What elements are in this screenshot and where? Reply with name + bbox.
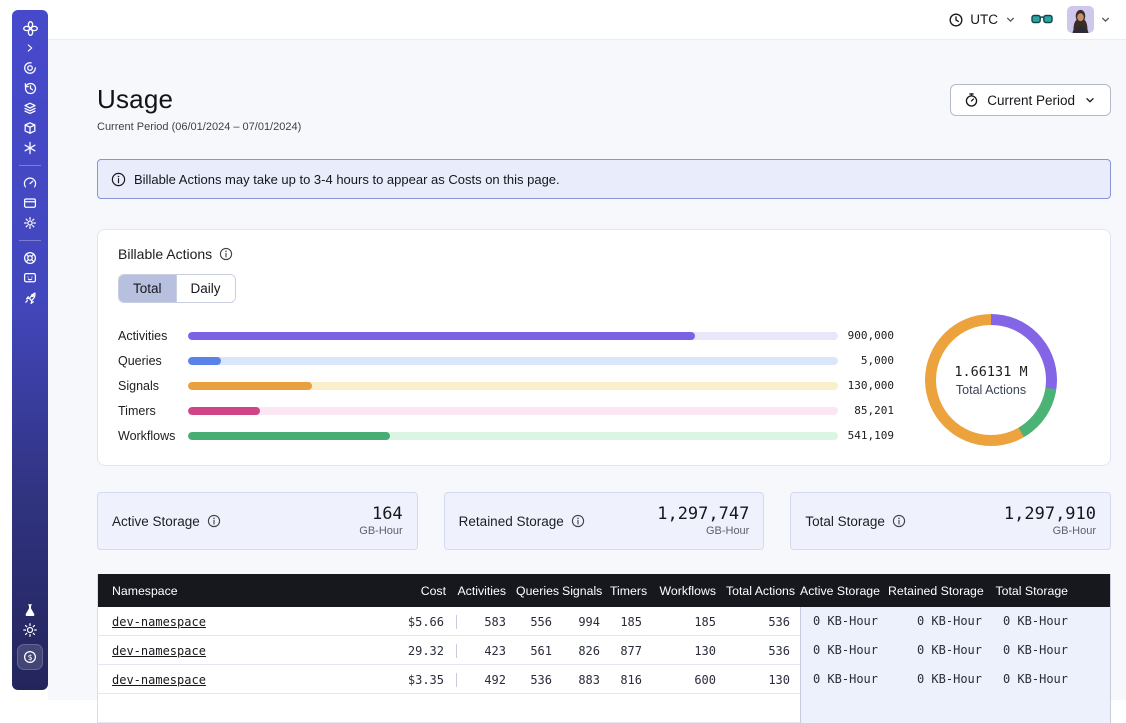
total-daily-toggle: Total Daily [118,274,236,303]
getting-started-rocket-icon[interactable] [12,288,48,308]
total-actions-donut-chart: 1.66131 M Total Actions [925,314,1057,446]
donut-total-value: 1.66131 M [954,364,1027,380]
info-icon[interactable] [571,514,585,528]
chevron-down-icon [1004,13,1017,26]
info-icon [111,172,126,187]
bar-row-queries: Queries 5,000 [118,348,894,373]
table-row: dev-namespace $5.66 583 556 994 185 185 … [98,607,1110,636]
chevron-down-icon [1083,93,1097,107]
info-icon[interactable] [219,247,233,261]
namespace-link[interactable]: dev-namespace [112,644,206,658]
support-lifebuoy-icon[interactable] [12,248,48,268]
theme-sun-icon[interactable] [12,620,48,640]
namespace-link[interactable]: dev-namespace [112,615,206,629]
table-row-partial [98,694,1110,723]
nexus-asterisk-icon[interactable] [12,138,48,158]
glasses-button[interactable] [1031,12,1053,27]
lab-flask-icon[interactable] [12,600,48,620]
namespace-usage-table: Namespace Cost Activities Queries Signal… [97,574,1111,723]
bar-row-signals: Signals 130,000 [118,373,894,398]
stopwatch-icon [964,92,979,108]
bar-row-activities: Activities 900,000 [118,323,894,348]
namespaces-icon[interactable] [12,58,48,78]
banner-text: Billable Actions may take up to 3-4 hour… [134,172,560,187]
storage-cards: Active Storage 164 GB-Hour Retained Stor… [97,492,1111,550]
info-icon[interactable] [207,514,221,528]
user-menu[interactable] [1067,6,1112,33]
timezone-label: UTC [970,12,998,27]
top-header: UTC [48,0,1126,40]
active-storage-card: Active Storage 164 GB-Hour [97,492,418,550]
settings-gear-icon[interactable] [12,213,48,233]
schedules-icon[interactable] [12,78,48,98]
total-storage-value: 1,297,910 [1004,505,1096,525]
sidebar-divider [19,165,41,166]
billable-actions-card: Billable Actions Total Daily Activities … [97,229,1111,466]
main-content: Usage Current Period (06/01/2024 – 07/01… [48,40,1126,700]
table-header: Namespace Cost Activities Queries Signal… [98,574,1110,607]
total-storage-card: Total Storage 1,297,910 GB-Hour [790,492,1111,550]
table-row: dev-namespace $3.35 492 536 883 816 600 … [98,665,1110,694]
billable-actions-bar-chart: Activities 900,000 Queries 5,000 Signals… [118,323,894,448]
tab-daily[interactable]: Daily [176,275,235,302]
donut-total-label: Total Actions [956,383,1026,397]
page-subtitle: Current Period (06/01/2024 – 07/01/2024) [97,121,301,133]
sidebar: $ [12,10,48,690]
clock-icon [948,12,964,28]
chevron-down-icon [1099,13,1112,26]
period-selector-button[interactable]: Current Period [950,84,1111,116]
billing-dollar-button[interactable]: $ [17,644,43,670]
info-icon[interactable] [892,514,906,528]
glasses-icon [1031,12,1053,27]
sidebar-divider [19,240,41,241]
page-title: Usage [97,84,301,115]
bar-row-timers: Timers 85,201 [118,398,894,423]
active-storage-value: 164 [359,505,402,525]
usage-gauge-icon[interactable] [12,173,48,193]
retained-storage-card: Retained Storage 1,297,747 GB-Hour [444,492,765,550]
svg-text:$: $ [28,653,33,662]
namespace-link[interactable]: dev-namespace [112,673,206,687]
timezone-dropdown[interactable]: UTC [948,12,1017,28]
retained-storage-value: 1,297,747 [657,505,749,525]
avatar [1067,6,1094,33]
layers-icon[interactable] [12,98,48,118]
bar-row-workflows: Workflows 541,109 [118,423,894,448]
deployments-cube-icon[interactable] [12,118,48,138]
collapse-chevron-icon[interactable] [12,38,48,58]
card-title: Billable Actions [118,246,212,262]
tab-total[interactable]: Total [119,275,176,302]
info-banner: Billable Actions may take up to 3-4 hour… [97,159,1111,199]
table-row: dev-namespace 29.32 423 561 826 877 130 … [98,636,1110,665]
feedback-monitor-icon[interactable] [12,268,48,288]
billing-card-icon[interactable] [12,193,48,213]
temporal-logo-icon[interactable] [12,18,48,38]
